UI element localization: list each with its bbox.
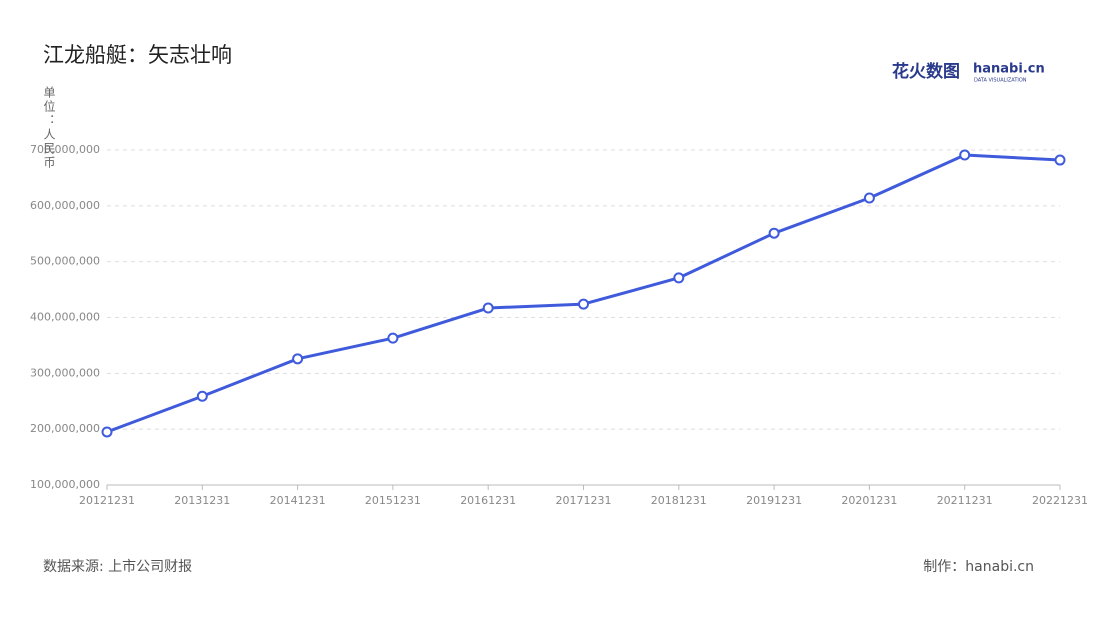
x-tick-label: 20121231 — [79, 494, 135, 507]
x-tick-label: 20211231 — [937, 494, 993, 507]
logo-name: 花火数图 — [892, 61, 960, 82]
line — [106, 153, 1061, 434]
x-tick-label: 20171231 — [556, 494, 612, 507]
y-tick-label: 700,000,000 — [30, 143, 100, 156]
y-tick-label: 400,000,000 — [30, 311, 100, 324]
x-tick-label: 20181231 — [651, 494, 707, 507]
x-tick-label: 20221231 — [1032, 494, 1088, 507]
y-tick-label: 600,000,000 — [30, 199, 100, 212]
point — [768, 227, 780, 239]
y-tick-label: 500,000,000 — [30, 255, 100, 268]
x-tick-label: 20161231 — [460, 494, 516, 507]
point — [673, 272, 685, 284]
logo-tagline: DATA VISUALIZATION — [974, 78, 1027, 84]
x-tick-label: 20191231 — [746, 494, 802, 507]
point — [959, 149, 971, 161]
x-tick-label: 20201231 — [841, 494, 897, 507]
unit-label: 单位：人民币 — [42, 86, 56, 170]
y-tick-label: 200,000,000 — [30, 422, 100, 435]
y-tick-label: 300,000,000 — [30, 366, 100, 379]
point — [196, 390, 208, 402]
point — [863, 192, 875, 204]
point — [578, 298, 589, 310]
x-tick-label: 20151231 — [365, 494, 421, 507]
logo-brand: hanabi.cn — [973, 62, 1045, 77]
point — [482, 302, 494, 314]
y-tick-label: 100,000,000 — [30, 478, 100, 491]
point — [1054, 154, 1066, 166]
chart-title: 江龙船艇：矢志壮响 — [43, 43, 232, 67]
point — [292, 353, 304, 365]
source: 数据来源: 上市公司财报 — [43, 558, 192, 575]
point — [101, 426, 113, 438]
point — [387, 332, 399, 344]
x-tick-label: 20131231 — [174, 494, 230, 507]
credit: 制作：hanabi.cn — [923, 559, 1034, 575]
x-tick-label: 20141231 — [270, 494, 326, 507]
